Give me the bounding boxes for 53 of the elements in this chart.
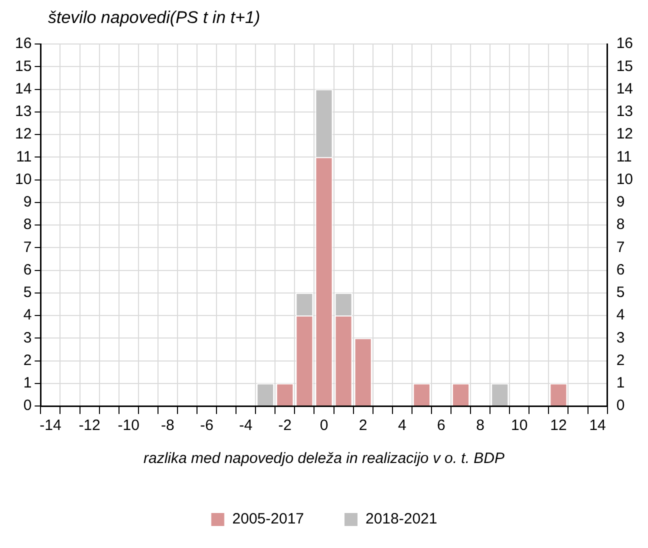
x-tick-label: 6 [437,417,446,434]
y2-tick-label: 4 [616,306,625,324]
y-tick-label: 15 [14,58,32,75]
y2-tick-label: 1 [616,374,625,392]
x-tick-label: -14 [40,417,62,434]
y-tick-label: 7 [23,238,32,256]
legend-label: 2018-2021 [366,510,438,528]
y2-tick-label: 11 [616,148,632,166]
y-tick-label: 16 [14,35,32,52]
y-tick-label: 12 [14,126,32,143]
y-tick-label: 1 [23,374,32,392]
x-tick-label: -10 [118,417,140,434]
y2-tick-label: 8 [616,216,625,234]
x-axis-title: razlika med napovedjo deleža in realizacijo v o. t. BDP [143,450,505,468]
y2-tick-label: 7 [616,238,625,256]
x-tick-label: 8 [476,417,484,434]
y-tick-label: 4 [23,306,32,324]
x-tick-label: -2 [278,417,292,434]
y-tick-label: 3 [23,329,32,346]
y2-tick-label: 16 [616,35,634,52]
y2-tick-label: 12 [616,126,634,143]
y-tick-label: 2 [23,352,32,369]
y2-tick-label: 2 [616,352,625,369]
y-axis-title: število napovedi(PS t in t+1) [48,8,262,29]
x-tick-label: -6 [200,417,214,434]
x-tick-label: 4 [398,417,406,434]
x-tick-label: 10 [511,417,528,434]
y-tick-label: 5 [23,284,32,302]
y-tick-label: 6 [23,261,32,278]
y2-tick-label: 9 [616,194,625,211]
y2-tick-label: 15 [616,58,634,75]
y2-tick-label: 0 [616,397,625,414]
y-tick-label: 13 [14,103,32,120]
y-tick-label: 0 [23,397,32,414]
x-tick-label: -8 [161,417,174,434]
y-tick-label: 8 [23,216,32,234]
x-tick-label: 14 [589,417,606,434]
y2-tick-label: 5 [616,284,625,302]
x-tick-label: -12 [78,417,100,434]
y2-tick-label: 3 [616,329,625,346]
x-tick-label: 0 [320,417,328,434]
x-tick-label: 12 [550,417,567,434]
x-tick-label: -4 [239,417,253,434]
y-tick-label: 14 [14,80,32,98]
y-tick-label: 11 [16,148,32,166]
y-tick-label: 9 [23,194,32,211]
y2-tick-label: 6 [616,261,625,278]
y-tick-label: 10 [14,170,32,188]
y2-tick-label: 10 [616,170,634,188]
x-tick-label: 2 [358,417,368,434]
legend-label: 2005-2017 [232,510,304,528]
y2-tick-label: 13 [616,103,634,120]
y2-tick-label: 14 [616,80,634,98]
